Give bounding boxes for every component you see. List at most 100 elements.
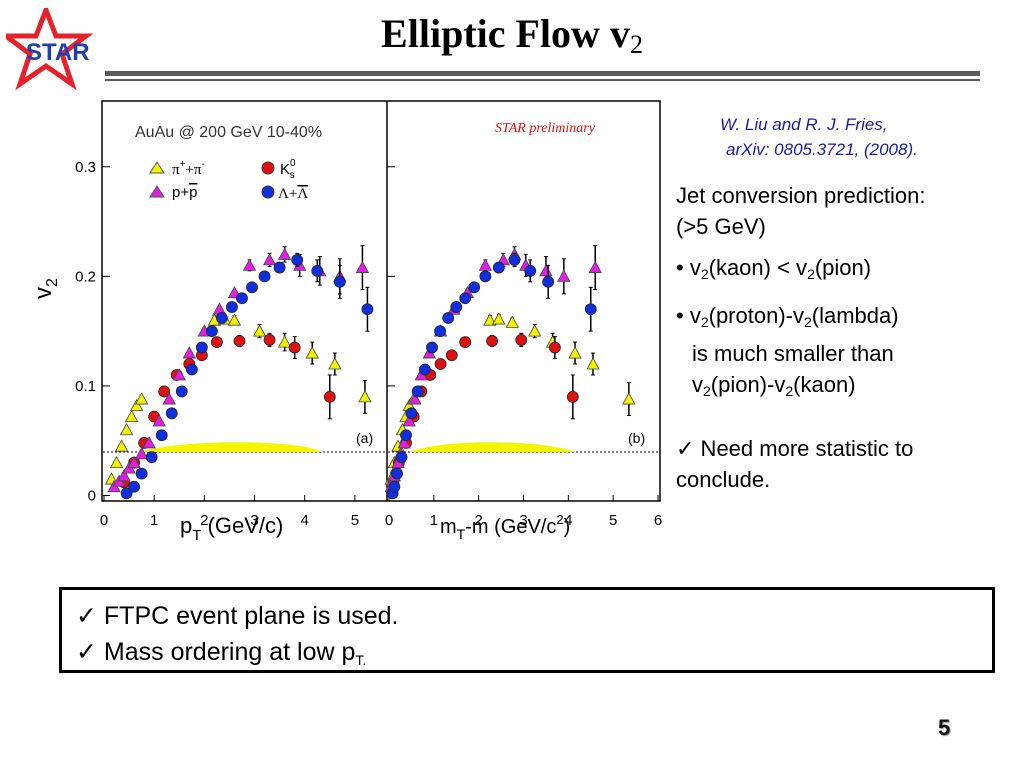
y-tick-label: 0.3 [75,159,96,176]
data-point-circle [515,334,528,346]
data-point-triangle [277,335,292,348]
data-point-circle [391,467,403,480]
title-subscript: 2 [629,30,643,59]
notes-conclusion-line-1: ✓ Need more statistic to [676,436,914,461]
data-point-circle [508,254,521,266]
star-logo-text: STAR [26,39,90,66]
x-tick-label-a: 4 [301,512,309,529]
left-x-axis-label: pT (GeV/c) [180,513,283,544]
data-point-triangle [483,313,497,326]
panel-text: AuAu @ 200 GeV 10-40% [135,124,322,141]
panel-b-yellow-band [410,442,575,452]
data-point-triangle [539,264,553,277]
data-point-circle [400,429,412,442]
data-point-circle [388,480,401,493]
data-point-circle [323,390,336,403]
data-point-circle [459,292,472,305]
data-point-triangle [402,414,416,427]
data-point-triangle [355,260,370,273]
title-rule-thick [105,71,980,76]
summary-box: ✓ FTPC event plane is used. ✓ Mass order… [59,587,995,673]
data-point-circle [584,303,597,316]
data-point-triangle [568,346,582,359]
data-point-circle [273,261,286,274]
panel-b-label: (b) [628,430,645,446]
data-point-triangle [505,315,519,328]
check-icon: ✓ [76,638,97,666]
legend-pion-label: π++π- [172,159,205,178]
data-point-circle [185,363,198,376]
legend-kaon-marker [261,161,275,175]
data-point-triangle [408,392,422,405]
notes-bullet-kaon-pion: • v2(kaon) < v2(pion) [676,255,872,282]
legend-proton-label: p+p [172,184,197,201]
data-point-triangle [152,414,166,427]
data-point-circle [288,341,301,354]
data-point-circle [155,429,168,442]
data-point-circle [291,254,304,266]
data-point-triangle [109,455,124,469]
x-tick-label-b: 3 [519,512,527,529]
data-point-triangle [358,390,372,403]
data-point-circle [135,467,148,480]
data-point-triangle [227,313,242,326]
preliminary-label: STAR preliminary [495,121,596,136]
y-tick-label: 0.1 [75,378,96,395]
data-point-triangle [124,409,139,423]
data-point-triangle [252,324,267,337]
data-point-circle [395,451,408,464]
y-tick-label: 0 [88,488,96,505]
data-point-triangle [162,392,176,405]
data-point-triangle [242,258,257,271]
data-point-triangle [586,357,600,370]
data-point-triangle [129,398,144,412]
x-tick-label-b: 1 [430,512,438,529]
x-tick-label-b: 4 [564,512,572,529]
data-markers [104,245,636,500]
data-point-circle [205,325,218,338]
data-point-triangle [134,392,149,405]
data-point-circle [434,325,447,338]
data-point-circle [175,385,188,398]
slide-title: Elliptic Flow v2 [0,10,1024,60]
data-point-circle [566,390,579,403]
data-point-triangle [328,357,342,370]
title-text: Elliptic Flow v [381,11,630,56]
x-tick-label-b: 2 [474,512,482,529]
notes-intro-1: Jet conversion prediction: [676,183,926,208]
x-tick-label-a: 3 [250,512,258,529]
data-point-circle [442,312,455,324]
data-point-circle [548,341,561,354]
panel-a-label: (a) [356,430,373,446]
data-point-triangle [262,253,277,266]
legend-lambda-label: Λ+Λ [278,186,308,202]
page-number: 5 [938,715,951,740]
data-point-circle [459,336,472,348]
axes-group: 0 1 2 3 4 5 0 0.1 0.2 0.3 0 1 2 3 4 5 6 [75,159,662,529]
data-point-triangle [119,422,134,436]
legend-proton-marker [149,185,165,198]
citation-line-2: arXiv: 0805.3721, (2008). [726,140,918,159]
data-point-circle [216,312,228,324]
summary-line-1: ✓ FTPC event plane is used. [76,602,399,630]
data-point-circle [211,336,223,348]
right-x-axis-label: mT-m (GeV/c2) [440,512,570,542]
data-point-triangle [478,258,493,271]
notes-intro-2: (>5 GeV) [676,214,766,239]
x-tick-label-a: 2 [200,512,208,529]
data-point-circle [120,487,133,500]
data-point-triangle [622,392,636,405]
data-point-triangle [397,436,411,449]
data-point-triangle [277,247,292,260]
data-point-triangle [182,346,196,359]
data-point-circle [542,275,555,288]
notes-conclusion-line-2: conclude. [676,467,771,492]
legend-lambda-marker [261,185,275,199]
data-point-circle [226,301,238,313]
summary-line-2: ✓ Mass ordering at low pT. [76,638,367,668]
notes-bullet-proton-lambda: • v2(proton)-v2(lambda) [676,303,899,330]
data-point-triangle [557,269,571,282]
data-point-triangle [127,455,141,469]
legend-kaon-label: K0 s [280,158,296,181]
data-point-circle [258,270,271,283]
